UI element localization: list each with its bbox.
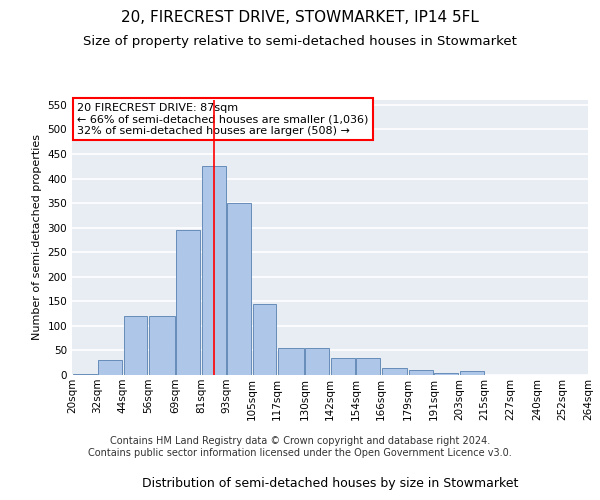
Bar [227, 203, 251, 375]
Bar [202, 166, 226, 375]
Bar [305, 348, 329, 375]
Text: Distribution of semi-detached houses by size in Stowmarket: Distribution of semi-detached houses by … [142, 477, 518, 490]
Bar [409, 370, 433, 375]
Bar [73, 374, 97, 375]
Bar [331, 358, 355, 375]
Bar [253, 304, 276, 375]
Y-axis label: Number of semi-detached properties: Number of semi-detached properties [32, 134, 42, 340]
Text: 20, FIRECREST DRIVE, STOWMARKET, IP14 5FL: 20, FIRECREST DRIVE, STOWMARKET, IP14 5F… [121, 10, 479, 25]
Bar [434, 372, 458, 375]
Bar [356, 358, 380, 375]
Text: Contains HM Land Registry data © Crown copyright and database right 2024.
Contai: Contains HM Land Registry data © Crown c… [88, 436, 512, 458]
Bar [98, 360, 122, 375]
Bar [176, 230, 200, 375]
Bar [460, 371, 484, 375]
Bar [278, 348, 304, 375]
Bar [149, 316, 175, 375]
Bar [382, 368, 407, 375]
Text: Size of property relative to semi-detached houses in Stowmarket: Size of property relative to semi-detach… [83, 35, 517, 48]
Bar [124, 316, 147, 375]
Text: 20 FIRECREST DRIVE: 87sqm
← 66% of semi-detached houses are smaller (1,036)
32% : 20 FIRECREST DRIVE: 87sqm ← 66% of semi-… [77, 103, 368, 136]
